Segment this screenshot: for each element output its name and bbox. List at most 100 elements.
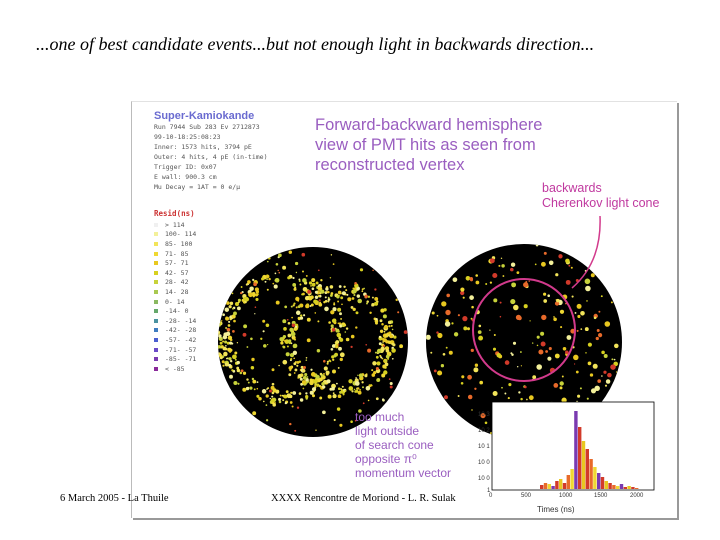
hist-y-tick: 10 0	[478, 460, 490, 466]
pmt-hit	[233, 380, 238, 386]
pmt-hit	[329, 277, 332, 279]
pmt-hit	[365, 343, 368, 346]
pmt-hit	[332, 369, 336, 374]
pmt-hit	[232, 354, 237, 360]
legend-row: -28- -14	[154, 316, 196, 326]
pmt-hit	[559, 386, 563, 390]
timing-histogram: 10 3 10 2 10 1 10 0 10 0 1 0 500 1000 15…	[478, 401, 655, 514]
pmt-hit	[547, 356, 552, 361]
pmt-hit	[306, 317, 311, 322]
pmt-hit	[371, 373, 376, 377]
pmt-hit	[389, 385, 393, 389]
pmt-hit	[590, 388, 597, 394]
pmt-hit	[336, 407, 341, 411]
pmt-hit	[382, 314, 387, 319]
pmt-hit	[327, 296, 330, 299]
pmt-hit	[228, 363, 232, 367]
pmt-hit	[286, 345, 289, 348]
legend-row: 0- 14	[154, 297, 196, 307]
pmt-hit	[338, 285, 342, 288]
pmt-hit	[311, 394, 316, 398]
pmt-hit	[369, 311, 372, 315]
pmt-hit	[333, 418, 336, 422]
pmt-hit	[337, 366, 340, 369]
pmt-hit	[535, 244, 539, 247]
pmt-hit	[227, 335, 233, 341]
pmt-hit	[504, 392, 507, 395]
pmt-hit	[218, 325, 219, 328]
pmt-hit	[382, 344, 386, 347]
sk-info-line: E wall: 900.3 cm	[154, 173, 217, 181]
pmt-hit	[350, 420, 353, 423]
pmt-hit	[282, 319, 287, 324]
pmt-hit	[586, 397, 589, 400]
pmt-hit	[218, 345, 222, 349]
pmt-hit	[233, 319, 236, 323]
pmt-hit	[381, 398, 385, 401]
pmt-hit	[255, 297, 259, 301]
pmt-hit	[265, 419, 269, 422]
pmt-hit	[290, 305, 293, 308]
pmt-hit	[354, 281, 357, 285]
pmt-hit	[381, 357, 384, 360]
pmt-hit	[253, 282, 257, 287]
legend-swatch	[154, 328, 158, 333]
pmt-hit	[510, 262, 516, 267]
legend-swatch	[154, 289, 158, 294]
pmt-hit	[601, 350, 605, 355]
too-much-line: too much	[355, 410, 405, 424]
pmt-hit	[266, 343, 269, 346]
pmt-hit	[324, 296, 327, 299]
pmt-hit	[275, 263, 279, 266]
pmt-hit	[380, 308, 385, 313]
pmt-hit	[285, 352, 290, 357]
pmt-hit	[310, 372, 316, 377]
pmt-hit	[378, 335, 382, 339]
pmt-hit	[484, 421, 488, 425]
legend-swatch	[154, 299, 158, 304]
pmt-hit	[540, 341, 546, 347]
pmt-hit	[517, 366, 519, 368]
hist-y-tick: 10 3	[478, 412, 490, 418]
headline-line: Forward-backward hemisphere	[315, 116, 543, 134]
pmt-hit	[228, 305, 232, 309]
backwards-cone-circle	[472, 278, 576, 382]
legend-swatch	[154, 366, 158, 371]
pmt-hit	[319, 301, 322, 304]
hist-bar	[612, 485, 616, 489]
slide-title: ...one of best candidate events...but no…	[36, 34, 595, 54]
hist-bar	[566, 475, 570, 489]
pmt-hit	[543, 251, 547, 255]
pmt-hit	[239, 371, 243, 375]
pmt-hit	[457, 395, 460, 397]
pmt-hit	[237, 298, 241, 302]
pmt-hit	[474, 363, 479, 367]
pmt-hit	[292, 344, 297, 349]
hist-y-tick: 10 2	[478, 428, 490, 434]
pmt-hit	[517, 316, 522, 321]
legend-swatch	[154, 347, 158, 352]
pmt-hit	[314, 290, 318, 294]
pmt-hit	[565, 302, 567, 305]
pmt-hit	[311, 282, 316, 287]
pmt-hit	[389, 334, 394, 339]
pmt-hit	[331, 355, 335, 359]
legend-row: 57- 71	[154, 258, 196, 268]
pmt-hit	[315, 374, 320, 380]
pmt-hit	[577, 314, 581, 319]
pmt-hit	[347, 297, 352, 302]
pmt-hit	[362, 386, 364, 389]
pmt-hit	[293, 372, 296, 374]
legend-row: -14- 0	[154, 306, 196, 316]
headline-line: reconstructed vertex	[315, 156, 465, 174]
pmt-hit	[265, 323, 270, 328]
hist-bar	[540, 485, 544, 489]
pmt-hit	[231, 314, 236, 319]
pmt-hit	[383, 308, 387, 312]
pmt-hit	[453, 332, 459, 337]
hist-x-tick: 2000	[630, 493, 644, 499]
pmt-hit	[513, 304, 519, 311]
pmt-hit	[385, 340, 389, 344]
pmt-hit	[516, 271, 520, 274]
pmt-hit	[332, 318, 337, 323]
